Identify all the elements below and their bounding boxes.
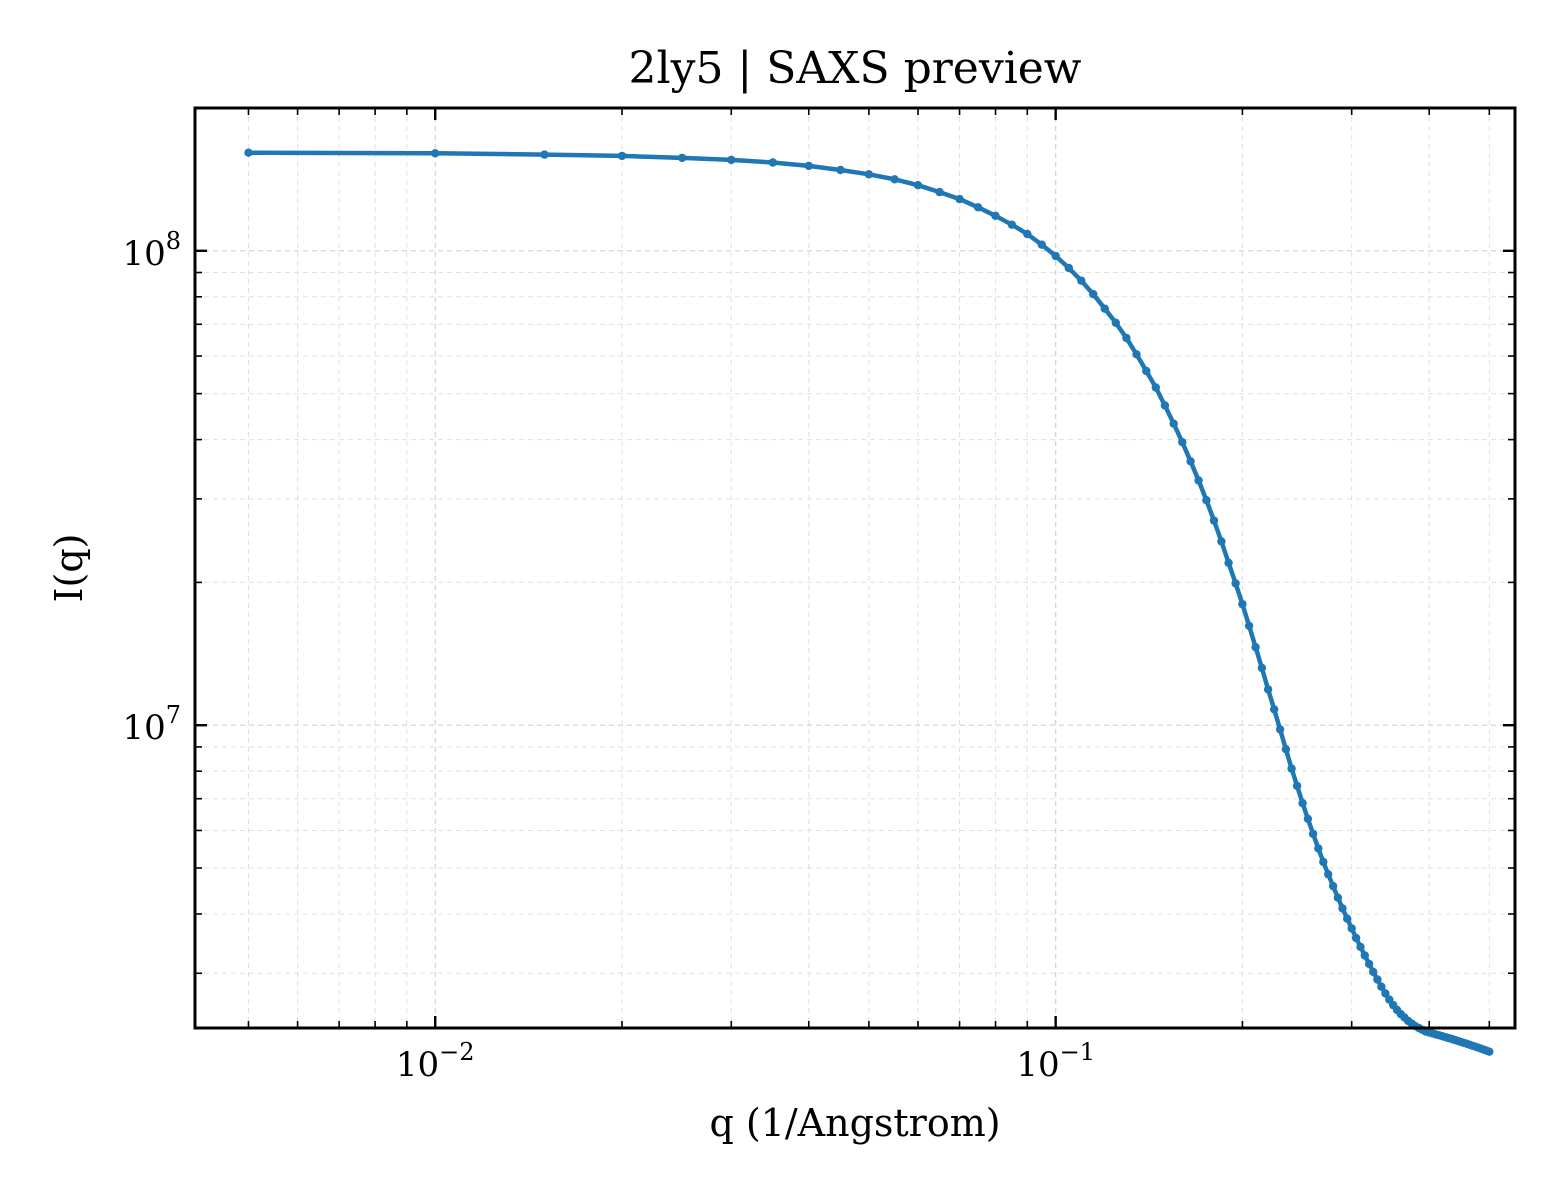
data-point xyxy=(1238,599,1247,609)
data-point xyxy=(1364,959,1374,969)
data-point xyxy=(617,151,627,161)
ticks xyxy=(195,107,1515,1028)
data-point xyxy=(1007,220,1017,229)
data-point xyxy=(1381,989,1390,998)
data-point xyxy=(768,158,777,167)
data-point xyxy=(1343,914,1352,923)
y-tick-label: 108 xyxy=(122,227,181,274)
series-line xyxy=(248,150,1491,1054)
data-point xyxy=(727,155,736,165)
data-point xyxy=(1064,263,1074,273)
data-point xyxy=(913,181,923,190)
data-point xyxy=(836,165,845,175)
data-point xyxy=(1263,685,1273,694)
data-point xyxy=(1122,333,1131,343)
data-point xyxy=(1373,975,1382,984)
data-point xyxy=(1169,419,1178,428)
data-point xyxy=(1111,318,1121,327)
data-point xyxy=(1178,438,1187,447)
data-point xyxy=(1151,383,1161,392)
plot-frame xyxy=(193,106,1517,1030)
data-point xyxy=(864,170,874,179)
data-point xyxy=(1132,350,1141,359)
data-point xyxy=(1186,457,1195,466)
x-tick-label: 10−1 xyxy=(1016,1038,1095,1085)
data-point xyxy=(1077,276,1086,285)
data-point xyxy=(955,194,964,204)
data-point xyxy=(1270,705,1279,714)
tick-labels: 10−2 10−1 107 108 xyxy=(122,227,1095,1085)
data-point xyxy=(1023,229,1032,239)
data-point xyxy=(1328,881,1338,891)
data-point xyxy=(677,153,687,163)
data-point xyxy=(1251,643,1260,652)
data-point xyxy=(1051,251,1060,261)
y-tick-label: 107 xyxy=(122,701,181,748)
data-point xyxy=(1298,799,1307,808)
data-point xyxy=(1351,933,1361,943)
data-point xyxy=(1160,401,1170,410)
data-point xyxy=(1202,496,1211,505)
x-axis-label: q (1/Angstrom) xyxy=(709,1101,1000,1145)
data-point xyxy=(1037,240,1047,249)
data-point xyxy=(540,150,549,159)
data-point xyxy=(1360,951,1370,960)
data-point xyxy=(1287,764,1296,773)
data-point xyxy=(1281,745,1291,754)
data-point xyxy=(1194,476,1203,485)
data-point xyxy=(1347,924,1356,933)
data-point xyxy=(1292,781,1302,791)
data-point xyxy=(1100,304,1110,313)
data-point xyxy=(1319,857,1328,867)
data-point xyxy=(1324,870,1333,879)
data-point xyxy=(1356,942,1365,952)
data-point xyxy=(1231,579,1240,588)
data-point xyxy=(1369,967,1378,977)
series-layer xyxy=(244,148,1494,1056)
data-point xyxy=(1275,725,1285,734)
data-point xyxy=(1244,621,1254,630)
y-axis-label: I(q) xyxy=(47,534,91,603)
data-point xyxy=(1224,558,1233,567)
data-point xyxy=(244,148,253,157)
data-point xyxy=(935,187,944,197)
data-point xyxy=(1338,904,1347,913)
data-point xyxy=(431,149,440,158)
data-point xyxy=(1257,663,1267,673)
data-point xyxy=(1377,982,1386,991)
chart-title: 2ly5 | SAXS preview xyxy=(629,43,1082,94)
x-tick-label: 10−2 xyxy=(396,1038,475,1085)
data-point xyxy=(1314,844,1323,853)
grid xyxy=(195,107,1515,1028)
data-point xyxy=(991,211,1000,220)
data-point xyxy=(890,175,899,184)
data-point xyxy=(1217,537,1226,546)
data-point xyxy=(1308,829,1318,839)
data-point xyxy=(1333,893,1343,902)
data-point xyxy=(1089,290,1098,299)
data-point xyxy=(804,161,813,171)
data-point xyxy=(1485,1047,1494,1056)
data-point xyxy=(1142,366,1151,376)
data-point xyxy=(973,203,983,212)
data-point xyxy=(1303,814,1313,823)
data-point xyxy=(1209,516,1219,525)
